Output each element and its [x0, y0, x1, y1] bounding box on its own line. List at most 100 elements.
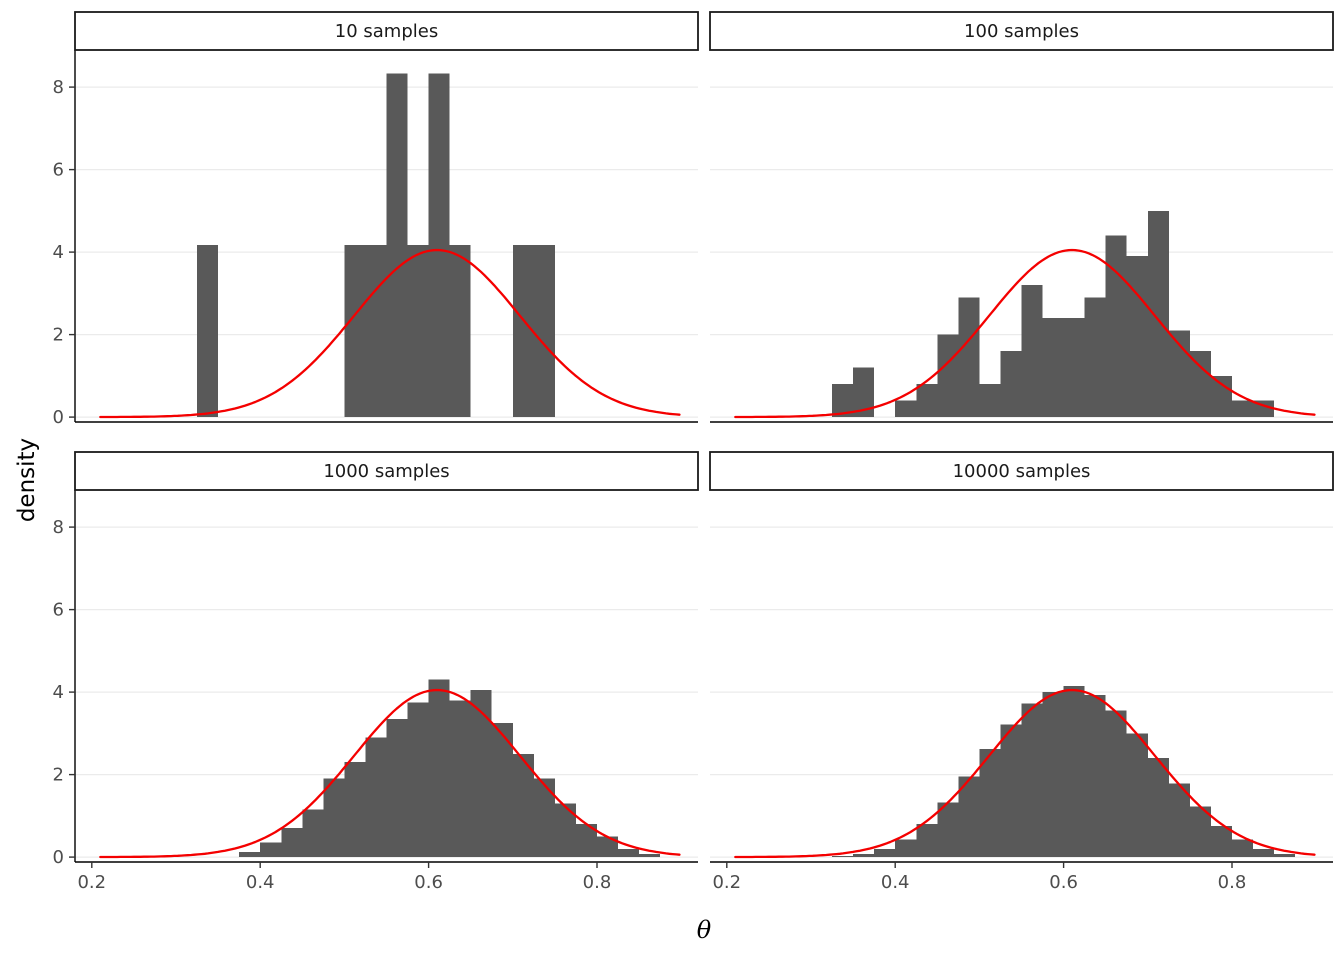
histogram-bar	[895, 839, 917, 858]
histogram-bar	[386, 73, 408, 418]
histogram-bar	[1000, 724, 1022, 858]
y-tick-label: 2	[53, 325, 64, 346]
y-tick-label: 8	[53, 517, 64, 538]
facet-strip-label: 10 samples	[335, 21, 438, 42]
y-tick-label: 0	[53, 407, 64, 428]
histogram-bar	[428, 73, 450, 418]
histogram-bar	[916, 824, 938, 858]
y-axis-title: density	[14, 437, 40, 523]
histogram-bar	[639, 854, 661, 858]
histogram-bar	[407, 245, 429, 418]
histogram-bar	[1105, 710, 1127, 858]
histogram-bar	[979, 384, 1001, 418]
histogram-bar	[958, 297, 980, 418]
histogram-bar	[596, 836, 619, 858]
facet-strip-label: 10000 samples	[953, 461, 1091, 482]
histogram-bar	[1084, 694, 1106, 858]
y-tick-label: 6	[53, 160, 64, 181]
histogram-bar	[407, 702, 429, 858]
y-tick-label: 0	[53, 847, 64, 868]
facet-panel	[710, 86, 1333, 423]
density-curve	[99, 248, 681, 419]
facet-panel: 0.2 0.4 0.6 0.8 0 2 4 6 8	[53, 490, 698, 893]
histogram-bar	[554, 803, 576, 858]
histogram-bar	[533, 245, 555, 418]
density-curve	[734, 688, 1316, 859]
histogram-bar	[365, 245, 387, 418]
facet-strip-label: 100 samples	[964, 21, 1079, 42]
x-tick-label: 0.8	[1218, 872, 1247, 893]
x-tick-label: 0.4	[881, 872, 910, 893]
x-tick-label: 0.8	[583, 872, 612, 893]
facet-strip	[74, 451, 699, 491]
histogram-bar	[1189, 806, 1211, 858]
facet-strip-label: 1000 samples	[323, 461, 449, 482]
histogram-bar	[1126, 733, 1148, 858]
histogram-bar	[853, 367, 875, 418]
histogram-bar	[1147, 210, 1169, 418]
histogram-bar	[281, 828, 303, 858]
histogram-bar	[512, 245, 534, 418]
histogram-bar	[1210, 826, 1232, 858]
histogram-bar	[1105, 235, 1127, 418]
histogram-bar	[1274, 853, 1296, 858]
histogram-bar	[491, 723, 513, 858]
histogram-bar	[895, 400, 917, 418]
histogram-bar	[1147, 758, 1169, 858]
y-tick-label: 8	[53, 77, 64, 98]
density-curve	[734, 248, 1316, 419]
histogram-bar	[979, 749, 1001, 858]
histogram-bar	[1000, 351, 1022, 418]
histogram-bar	[874, 848, 896, 858]
facet-strip	[74, 11, 699, 51]
histogram-bar	[239, 852, 261, 858]
histogram-bar	[1231, 400, 1254, 418]
histogram-bar	[323, 778, 345, 858]
density-curve	[99, 688, 681, 859]
histogram-bar	[958, 776, 980, 858]
histogram-bar	[1042, 692, 1064, 858]
histogram-bar	[937, 802, 959, 858]
histogram-bar	[365, 737, 387, 858]
x-tick-label: 0.6	[414, 872, 443, 893]
histogram-bar	[832, 855, 854, 858]
histogram-bar	[302, 809, 324, 858]
histogram-bar	[1210, 375, 1232, 418]
histogram-bar	[344, 245, 366, 418]
facet-panel: 0.2 0.4 0.6 0.8	[710, 526, 1333, 893]
histogram-bar	[853, 853, 875, 858]
histogram-bar	[1168, 783, 1190, 858]
histogram-bar	[260, 842, 282, 858]
histogram-bar	[1126, 256, 1148, 418]
histogram-bar	[1063, 318, 1085, 418]
histogram-bar	[449, 700, 471, 858]
x-tick-label: 0.6	[1049, 872, 1078, 893]
histogram-bar	[386, 718, 408, 858]
y-tick-label: 2	[53, 765, 64, 786]
facet-panel: 0 2 4 6 8	[53, 50, 698, 428]
histogram-bar	[428, 679, 450, 858]
histogram-bar	[344, 762, 366, 858]
histogram-bar	[512, 753, 534, 858]
histogram-bar	[1042, 318, 1064, 418]
facet-strip	[709, 451, 1334, 491]
histogram-bar	[1021, 703, 1043, 858]
x-tick-label: 0.2	[77, 872, 106, 893]
histogram-bar	[1021, 285, 1043, 418]
histogram-bar	[832, 384, 854, 418]
histogram-bar	[1084, 297, 1106, 418]
y-tick-label: 4	[53, 682, 64, 703]
histogram-bar	[937, 334, 959, 418]
y-tick-label: 4	[53, 242, 64, 263]
x-tick-label: 0.4	[246, 872, 275, 893]
x-tick-label: 0.2	[712, 872, 741, 893]
histogram-bar	[1063, 685, 1085, 858]
histogram-bar	[1189, 351, 1211, 418]
histogram-bar	[197, 245, 219, 418]
histogram-bar	[618, 848, 640, 858]
histogram-bar	[575, 824, 597, 858]
y-tick-label: 6	[53, 600, 64, 621]
histogram-bar	[533, 778, 555, 858]
